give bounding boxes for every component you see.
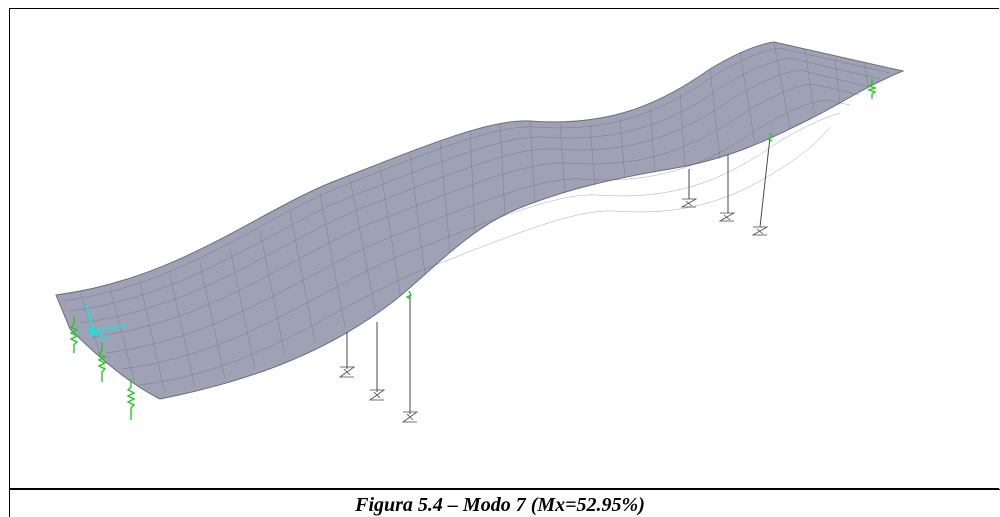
caption-border [9,489,10,517]
pier-base-icon [680,198,769,236]
pier-group-1 [346,295,411,414]
caption-rule [9,489,1000,490]
deck-surface [55,41,905,400]
deck-mesh-transverse [79,41,869,395]
pier-base-icon [338,366,419,423]
model-viewport[interactable] [9,8,999,489]
axes-icon [85,304,127,340]
deck-mesh [61,47,891,386]
deformed-shape-drawing [55,41,905,423]
figure-caption: Figura 5.4 – Modo 7 (Mx=52.95%) [355,494,645,516]
pier-group-2 [688,136,771,228]
support-spring-icon [69,79,878,420]
